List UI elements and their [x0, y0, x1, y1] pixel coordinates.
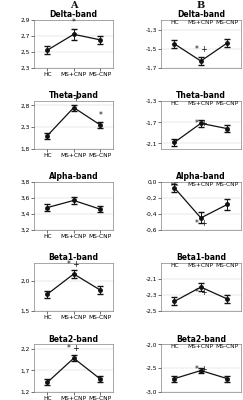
Text: MS-CNP: MS-CNP [216, 263, 239, 268]
Title: Beta1-band: Beta1-band [49, 254, 99, 262]
Text: *: * [226, 126, 229, 135]
Text: * +: * + [195, 365, 207, 374]
Title: Beta1-band: Beta1-band [176, 254, 226, 262]
Text: * +: * + [67, 344, 80, 354]
Title: Delta-band: Delta-band [50, 10, 98, 19]
Text: A: A [70, 2, 78, 10]
Text: * +: * + [67, 260, 80, 268]
Title: Theta-band: Theta-band [176, 91, 226, 100]
Text: * +: * + [195, 288, 207, 298]
Text: * +: * + [195, 45, 207, 54]
Text: HC: HC [170, 263, 179, 268]
Title: Alpha-band: Alpha-band [49, 172, 99, 181]
Title: Theta-band: Theta-band [49, 91, 99, 100]
Text: MS-CNP: MS-CNP [216, 101, 239, 106]
Text: MS-CNP: MS-CNP [216, 182, 239, 187]
Text: HC: HC [170, 101, 179, 106]
Title: Beta2-band: Beta2-band [176, 334, 226, 344]
Title: Beta2-band: Beta2-band [49, 334, 99, 344]
Text: MS-CNP: MS-CNP [216, 20, 239, 25]
Text: MS+CNP: MS+CNP [188, 263, 214, 268]
Text: HC: HC [170, 20, 179, 25]
Text: HC: HC [170, 182, 179, 187]
Text: MS-CNP: MS-CNP [216, 344, 239, 349]
Text: MS+CNP: MS+CNP [188, 101, 214, 106]
Text: HC: HC [170, 344, 179, 349]
Text: * +: * + [195, 118, 207, 128]
Text: MS+CNP: MS+CNP [188, 182, 214, 187]
Title: Alpha-band: Alpha-band [176, 172, 226, 181]
Text: *: * [98, 111, 102, 120]
Text: * +: * + [195, 219, 207, 228]
Text: * +: * + [67, 94, 80, 103]
Text: MS+CNP: MS+CNP [188, 344, 214, 349]
Text: B: B [197, 2, 205, 10]
Text: *: * [72, 18, 76, 27]
Text: MS+CNP: MS+CNP [188, 20, 214, 25]
Title: Delta-band: Delta-band [177, 10, 225, 19]
